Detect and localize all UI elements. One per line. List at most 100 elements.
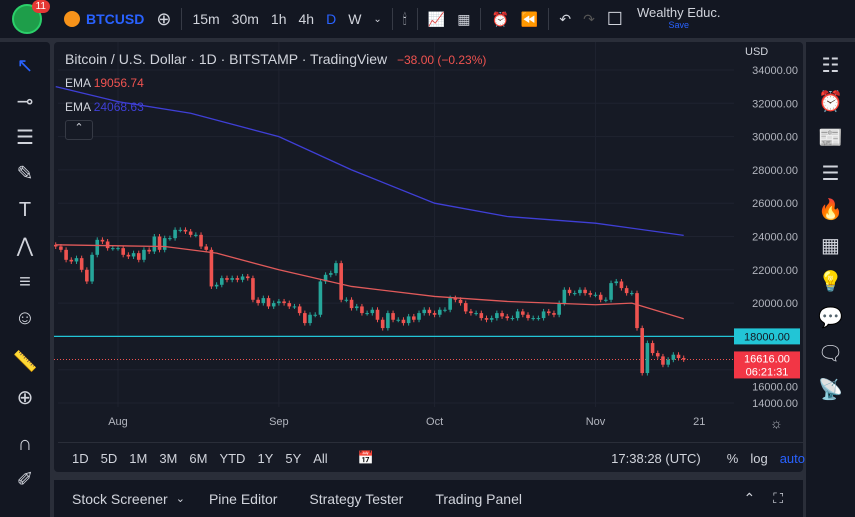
horizontal-line-icon[interactable]: ⊸	[16, 91, 34, 113]
candle-body	[676, 354, 681, 359]
bitcoin-icon	[64, 11, 80, 27]
range-3m[interactable]: 3M	[159, 450, 178, 466]
date-range-icon[interactable]: 📅	[357, 450, 374, 465]
range-6m[interactable]: 6M	[189, 450, 208, 466]
cursor-icon[interactable]: ↖	[16, 55, 34, 77]
magnet-icon[interactable]: ∩	[17, 433, 33, 455]
interval-15m[interactable]: 15m	[192, 11, 220, 27]
hotlist-fire-icon[interactable]: 🔥	[818, 199, 843, 221]
range-all[interactable]: All	[313, 450, 328, 466]
layout-name[interactable]: Wealthy Educ. Save	[637, 6, 721, 31]
candle-body	[578, 289, 582, 294]
watchlist-icon[interactable]: ☷	[821, 55, 840, 77]
candle-body	[495, 313, 499, 319]
chats-icon[interactable]: 💬	[818, 307, 843, 329]
candle-body	[277, 301, 281, 304]
candle-body	[448, 298, 452, 310]
interval-4h[interactable]: 4h	[298, 11, 315, 27]
candle-type-icon[interactable]: 🕯	[402, 10, 407, 27]
calendar-icon[interactable]: ▦	[821, 235, 840, 257]
x-tick-label: Oct	[426, 416, 443, 428]
candle-body	[645, 343, 650, 374]
tab-strategy-tester[interactable]: Strategy Tester	[309, 490, 404, 507]
replay-icon[interactable]: ⏪	[520, 10, 539, 27]
symbol-search[interactable]: BTCUSD	[86, 11, 145, 27]
range-1y[interactable]: 1Y	[257, 450, 274, 466]
logo-avatar[interactable]: 11	[12, 0, 50, 34]
add-list-icon[interactable]: ☰	[821, 163, 840, 185]
chevron-down-icon[interactable]: ⌄	[373, 13, 382, 25]
pattern-icon[interactable]: ⋀	[16, 235, 34, 257]
candle-body	[546, 311, 551, 314]
y-tick-label: 24000.00	[752, 232, 798, 244]
y-tick-label: 20000.00	[752, 298, 798, 310]
fullscreen-box-icon[interactable]: ☐	[606, 8, 623, 29]
ema-legend-2[interactable]: EMA 24068.63	[65, 100, 144, 114]
candle-body	[282, 301, 286, 304]
candle-body	[531, 318, 535, 320]
percent-toggle[interactable]: %	[726, 450, 739, 466]
log-toggle[interactable]: log	[750, 450, 768, 466]
interval-d[interactable]: D	[326, 11, 337, 27]
alarm-icon[interactable]: ⏰	[818, 91, 843, 113]
brush-icon[interactable]: ✎	[16, 163, 34, 185]
interval-1h[interactable]: 1h	[270, 11, 287, 27]
candle-body	[235, 278, 240, 280]
x-tick-label: Aug	[108, 416, 128, 428]
emoji-icon[interactable]: ☺	[14, 307, 36, 329]
y-tick-label: 22000.00	[752, 265, 798, 277]
interval-30m[interactable]: 30m	[231, 11, 259, 27]
candle-body	[69, 259, 74, 262]
candle-body	[635, 293, 639, 329]
ruler-icon[interactable]: 📏	[12, 351, 38, 373]
candle-body	[666, 359, 670, 365]
lock-draw-icon[interactable]: ✐	[16, 469, 34, 491]
range-5y[interactable]: 5Y	[285, 450, 302, 466]
y-tick-label: 14000.00	[752, 398, 798, 410]
candle-body	[552, 313, 556, 315]
price-chart[interactable]: 34000.00 32000.00 30000.00 28000.00 26000.00…	[54, 42, 803, 442]
currency-select[interactable]: USD	[745, 46, 769, 58]
auto-toggle[interactable]: auto	[779, 450, 805, 466]
range-ytd[interactable]: YTD	[219, 450, 246, 466]
indicators-icon[interactable]: 📈	[427, 10, 446, 27]
maximize-panel-icon[interactable]: ⛶	[773, 490, 783, 506]
collapse-panel-icon[interactable]: ⌃	[743, 490, 756, 506]
tab-pine-editor[interactable]: Pine Editor	[208, 490, 278, 507]
add-symbol-icon[interactable]: ⊕	[156, 8, 172, 29]
redo-icon[interactable]: ↷	[583, 10, 595, 27]
candle-body	[572, 293, 577, 295]
streams-icon[interactable]: 📡	[818, 379, 843, 401]
range-1d[interactable]: 1D	[72, 450, 89, 466]
range-1m[interactable]: 1M	[129, 450, 148, 466]
candle-body	[655, 353, 660, 357]
tab-stock-screener[interactable]: Stock Screener	[72, 490, 168, 507]
collapse-legend-button[interactable]: ⌃	[65, 120, 93, 140]
candle-body	[515, 311, 520, 319]
save-link[interactable]: Save	[668, 20, 689, 30]
ideas-bulb-icon[interactable]: 💡	[818, 271, 843, 293]
messages-icon[interactable]: 🗨	[817, 343, 844, 365]
candle-body	[422, 309, 427, 314]
chart-pane[interactable]: 34000.00 32000.00 30000.00 28000.00 26000.00…	[54, 42, 805, 472]
zoom-in-icon[interactable]: ⊕	[16, 387, 34, 409]
candle-body	[178, 229, 183, 231]
tab-trading-panel[interactable]: Trading Panel	[435, 490, 522, 507]
candle-body	[526, 314, 530, 319]
interval-w[interactable]: W	[348, 11, 362, 27]
ema-legend-1[interactable]: EMA 19056.74	[65, 76, 144, 90]
text-icon[interactable]: T	[18, 199, 32, 221]
range-5d[interactable]: 5D	[100, 450, 118, 466]
channel-icon[interactable]: ☰	[16, 127, 34, 149]
fib-icon[interactable]: ≡	[19, 271, 31, 293]
chevron-down-icon[interactable]: ⌄	[175, 493, 185, 505]
alert-icon[interactable]: ⏰	[491, 10, 509, 27]
clock-time[interactable]: 17:38:28 (UTC)	[611, 450, 701, 466]
layout-grid-icon[interactable]: ▦	[457, 10, 471, 27]
candle-body	[360, 306, 364, 314]
news-icon[interactable]: 📰	[818, 127, 843, 149]
candle-body	[479, 313, 484, 319]
undo-icon[interactable]: ↶	[559, 10, 572, 27]
candle-body	[199, 234, 203, 247]
notification-badge: 11	[31, 0, 50, 13]
